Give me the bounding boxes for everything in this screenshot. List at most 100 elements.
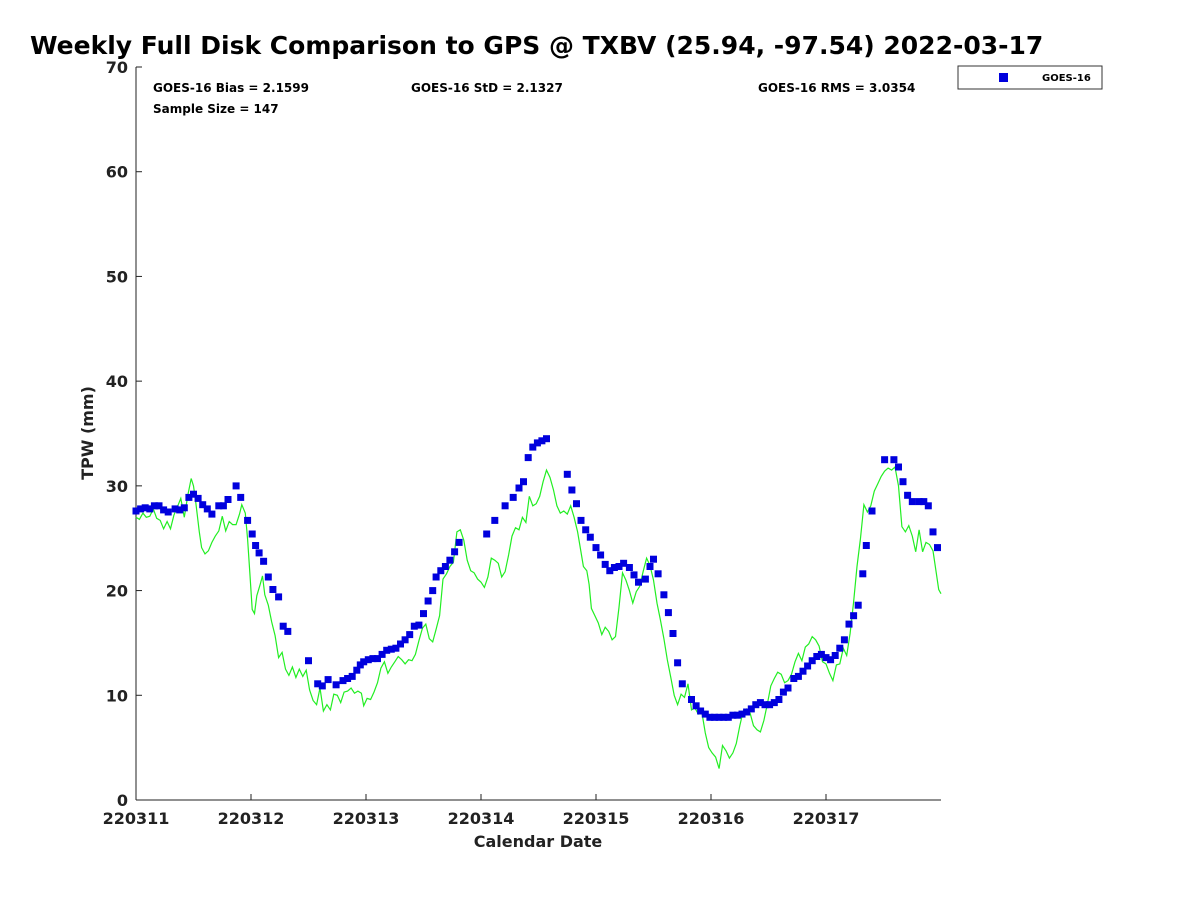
goes-16-point	[509, 493, 517, 501]
goes-16-point	[934, 544, 941, 552]
goes-16-point	[401, 636, 409, 644]
goes-16-point	[711, 713, 718, 721]
x-tick-label: 220312	[218, 809, 285, 828]
goes-16-point	[392, 644, 400, 652]
goes-16-point	[437, 567, 445, 575]
x-tick-label: 220317	[793, 809, 860, 828]
goes-16-point	[664, 609, 672, 617]
goes-16-point	[275, 593, 283, 601]
goes-16-point	[520, 478, 527, 486]
x-tick-label: 220311	[103, 809, 170, 828]
y-tick-label: 50	[106, 267, 128, 286]
legend-marker-goes-16	[999, 73, 1008, 82]
goes-16-point	[378, 650, 386, 658]
goes-16-point	[160, 506, 168, 514]
goes-16-point	[688, 696, 695, 703]
goes-16-point	[199, 501, 207, 509]
statistics-annotations: GOES-16 Bias = 2.1599 GOES-16 StD = 2.13…	[153, 81, 915, 116]
goes-16-point	[190, 490, 197, 498]
bias-annotation: GOES-16 Bias = 2.1599	[153, 81, 309, 95]
goes-16-point	[529, 443, 537, 451]
goes-16-point	[244, 516, 252, 524]
goes-16-point	[415, 621, 423, 629]
goes-16-point	[899, 478, 907, 486]
goes-16-point	[625, 564, 633, 571]
goes-16-point	[543, 435, 550, 443]
y-tick-label: 0	[117, 791, 128, 810]
goes-16-point	[208, 510, 216, 518]
goes-16-point	[770, 699, 778, 707]
goes-16-point	[374, 655, 381, 663]
goes-16-point	[635, 578, 642, 586]
goes-16-point	[577, 516, 585, 524]
goes-16-point	[784, 684, 792, 692]
goes-16-point	[836, 644, 844, 652]
goes-16-point	[650, 555, 657, 563]
goes-16-point	[563, 470, 571, 478]
goes-16-point	[929, 528, 937, 536]
goes-16-point	[756, 699, 764, 707]
goes-16-point	[353, 666, 361, 674]
goes-16-point	[924, 502, 932, 510]
goes-16-point	[252, 542, 260, 549]
goes-16-point	[369, 655, 377, 663]
goes-16-point	[701, 710, 709, 718]
goes-16-point	[804, 662, 812, 670]
goes-16-point	[734, 711, 741, 719]
x-tick-label: 220313	[333, 809, 400, 828]
goes-16-point	[455, 538, 463, 546]
goes-16-point	[779, 688, 787, 696]
goes-16-point	[831, 652, 839, 659]
x-tick-label: 220315	[563, 809, 630, 828]
goes-16-point	[641, 575, 649, 583]
goes-16-point	[344, 675, 352, 682]
goes-16-point	[538, 437, 546, 445]
goes-16-point	[348, 672, 356, 680]
goes-16-point	[441, 563, 449, 570]
y-tick-label: 30	[106, 477, 128, 496]
goes-16-point	[279, 622, 287, 630]
goes-16-point	[314, 680, 322, 688]
goes-16-point	[451, 548, 459, 556]
goes-16-point	[729, 711, 737, 719]
goes-16-point	[720, 713, 728, 721]
goes-16-point	[155, 502, 163, 510]
y-tick-label: 20	[106, 582, 128, 601]
goes-16-point	[164, 508, 172, 516]
rms-annotation: GOES-16 RMS = 3.0354	[758, 81, 915, 95]
goes-16-point	[790, 675, 798, 682]
goes-16-point	[775, 696, 783, 703]
goes-16-point	[881, 456, 889, 464]
goes-16-point	[904, 491, 912, 499]
y-axis-ticks: 0 10 20 30 40 50 60 70	[106, 58, 142, 810]
goes-16-point	[747, 705, 755, 713]
goes-16-point	[615, 563, 623, 570]
goes-16-point	[859, 570, 867, 578]
goes-16-point	[678, 680, 686, 688]
std-annotation: GOES-16 StD = 2.1327	[411, 81, 563, 95]
goes-16-point	[890, 456, 898, 464]
goes-16-point	[146, 505, 154, 513]
y-axis-label: TPW (mm)	[78, 386, 97, 480]
goes-16-point	[360, 658, 368, 666]
goes-16-point	[383, 646, 391, 654]
y-tick-label: 60	[106, 163, 128, 182]
sample-size-annotation: Sample Size = 147	[153, 102, 279, 116]
goes-16-point	[646, 563, 654, 570]
goes-16-point	[794, 672, 802, 680]
goes-16-point	[920, 498, 928, 506]
goes-16-point	[132, 507, 140, 515]
goes-16-point	[515, 484, 523, 492]
goes-16-point	[630, 571, 638, 579]
goes-16-point	[862, 542, 870, 549]
gps-line	[135, 465, 942, 769]
goes-16-point	[269, 586, 277, 593]
goes-16-point	[582, 526, 590, 534]
goes-16-point	[194, 494, 202, 502]
goes-16-point	[799, 667, 807, 675]
goes-16-point	[305, 657, 312, 665]
goes-16-point	[224, 496, 232, 503]
goes-16-point	[232, 482, 240, 490]
goes-16-point	[568, 486, 576, 494]
